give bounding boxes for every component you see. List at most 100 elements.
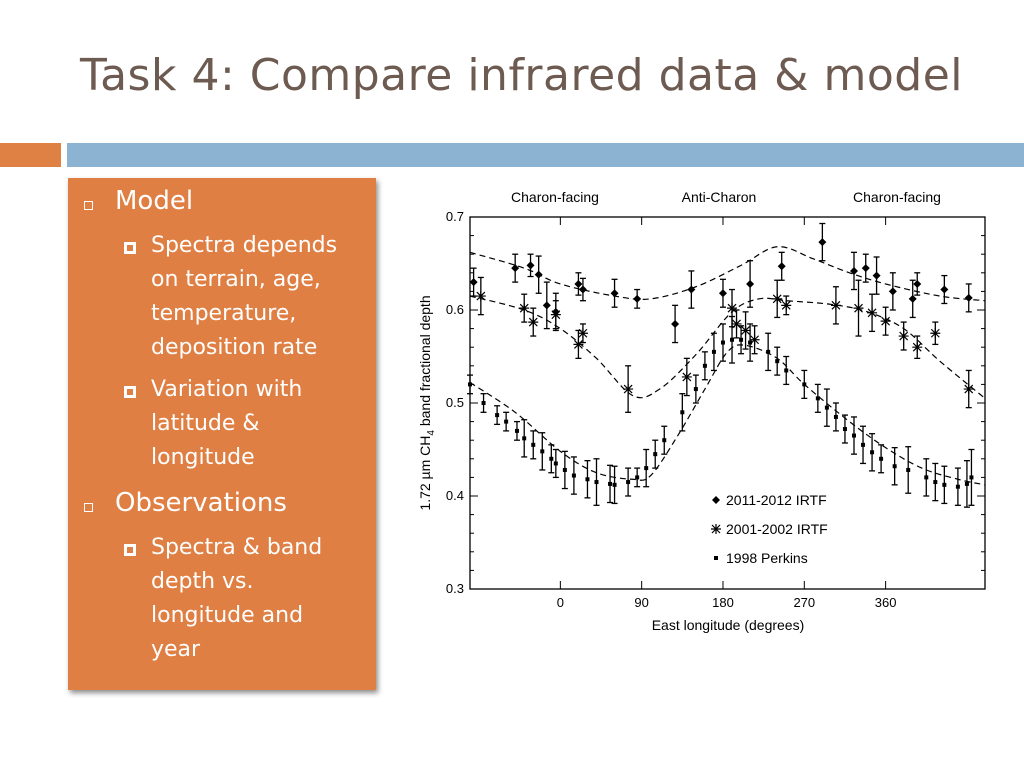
square-marker bbox=[495, 413, 500, 418]
square-marker bbox=[833, 414, 838, 419]
data-point bbox=[475, 276, 486, 316]
diamond-marker bbox=[777, 262, 786, 271]
diamond-marker bbox=[940, 285, 949, 294]
diamond-marker bbox=[469, 278, 478, 287]
square-marker bbox=[481, 401, 486, 405]
data-point bbox=[853, 279, 864, 337]
diamond-marker bbox=[574, 279, 583, 288]
asterisk-marker bbox=[623, 384, 634, 395]
data-point bbox=[710, 332, 717, 372]
asterisk-marker bbox=[772, 293, 783, 304]
diamond-marker bbox=[861, 264, 870, 273]
data-point bbox=[570, 456, 577, 495]
y-label-part: band fractional depth bbox=[417, 295, 433, 430]
data-point bbox=[679, 393, 686, 432]
accent-bar-blue bbox=[67, 143, 1024, 167]
data-point bbox=[968, 448, 975, 506]
asterisk-marker bbox=[577, 328, 588, 339]
square-marker bbox=[870, 450, 875, 455]
asterisk-marker bbox=[731, 318, 742, 329]
square-marker bbox=[955, 484, 960, 489]
x-tick-label: 180 bbox=[712, 595, 734, 610]
diamond-marker bbox=[578, 285, 587, 294]
tick-labels: 0 90 180 270 360 0.3 0.4 0.5 0.6 0.7 bbox=[446, 209, 897, 610]
square-marker bbox=[739, 337, 744, 342]
data-point bbox=[832, 402, 839, 432]
data-point bbox=[823, 388, 830, 427]
sub-bullet-spectra: Spectra depends on terrain, age, tempera… bbox=[124, 229, 337, 365]
data-point bbox=[550, 300, 561, 330]
asterisk-marker bbox=[898, 331, 909, 342]
square-marker bbox=[594, 480, 599, 485]
data-point bbox=[652, 439, 659, 469]
data-point bbox=[671, 304, 680, 344]
asterisk-marker bbox=[853, 303, 864, 314]
data-point bbox=[521, 419, 528, 458]
data-point bbox=[964, 283, 973, 313]
square-bullet-icon bbox=[124, 386, 136, 398]
square-marker bbox=[522, 436, 527, 441]
data-point bbox=[574, 272, 583, 296]
diamond-marker bbox=[511, 264, 520, 273]
data-point bbox=[923, 458, 930, 497]
square-marker bbox=[784, 368, 789, 373]
data-point bbox=[687, 270, 696, 309]
square-marker bbox=[612, 482, 617, 487]
sub-bullet-line: on terrain, age, bbox=[151, 267, 321, 292]
asterisk-marker bbox=[475, 291, 486, 302]
sub-bullet-line: longitude bbox=[151, 445, 255, 470]
square-marker bbox=[842, 427, 847, 432]
legend-label: 1998 Perkins bbox=[726, 550, 808, 566]
asterisk-marker bbox=[880, 316, 891, 327]
diamond-marker bbox=[913, 279, 922, 288]
y-tick-label: 0.5 bbox=[446, 395, 464, 410]
square-marker bbox=[644, 466, 649, 471]
data-point bbox=[783, 355, 790, 386]
square-marker bbox=[553, 461, 558, 466]
square-marker bbox=[879, 456, 884, 461]
data-point bbox=[818, 222, 827, 262]
hollow-square-icon bbox=[84, 503, 93, 512]
data-point bbox=[850, 416, 857, 455]
data-point bbox=[772, 279, 783, 319]
y-tick-label: 0.6 bbox=[446, 302, 464, 317]
data-point bbox=[701, 351, 708, 381]
legend-label: 2011-2012 IRTF bbox=[726, 492, 827, 508]
data-point bbox=[578, 277, 587, 302]
data-point bbox=[869, 433, 876, 472]
square-marker bbox=[571, 473, 576, 478]
asterisk-marker bbox=[573, 339, 584, 350]
data-point bbox=[849, 251, 858, 291]
data-point bbox=[584, 460, 591, 499]
legend-marker-asterisk bbox=[711, 524, 721, 534]
diamond-marker bbox=[633, 294, 642, 303]
data-point bbox=[593, 458, 600, 506]
diamond-marker bbox=[746, 279, 755, 288]
square-bullet-icon bbox=[124, 544, 136, 556]
data-point bbox=[513, 420, 520, 441]
data-point bbox=[534, 255, 543, 294]
diamond-marker bbox=[671, 319, 680, 328]
square-marker bbox=[680, 410, 685, 415]
plot-frame bbox=[469, 216, 986, 590]
asterisk-marker bbox=[550, 309, 561, 320]
data-point bbox=[814, 383, 821, 413]
diamond-marker bbox=[849, 266, 858, 275]
y-axis-label: 1.72 µm CH4 band fractional depth bbox=[417, 295, 437, 510]
slide-title: Task 4: Compare infrared data & model bbox=[80, 50, 963, 101]
data-point bbox=[747, 323, 754, 362]
model-curve bbox=[469, 344, 986, 486]
asterisk-marker bbox=[830, 300, 841, 311]
diamond-marker bbox=[526, 261, 535, 270]
bullet-label: Model bbox=[115, 186, 194, 216]
data-point bbox=[908, 279, 917, 319]
asterisk-marker bbox=[727, 303, 738, 314]
square-marker bbox=[562, 467, 567, 472]
square-bullet-icon bbox=[124, 242, 136, 254]
asterisk-marker bbox=[930, 328, 941, 339]
square-marker bbox=[969, 475, 974, 480]
square-marker bbox=[815, 396, 820, 401]
data-point bbox=[963, 369, 974, 409]
asterisk-marker bbox=[781, 300, 792, 311]
sub-bullet-spectra-band: Spectra & band depth vs. longitude and y… bbox=[124, 531, 322, 667]
